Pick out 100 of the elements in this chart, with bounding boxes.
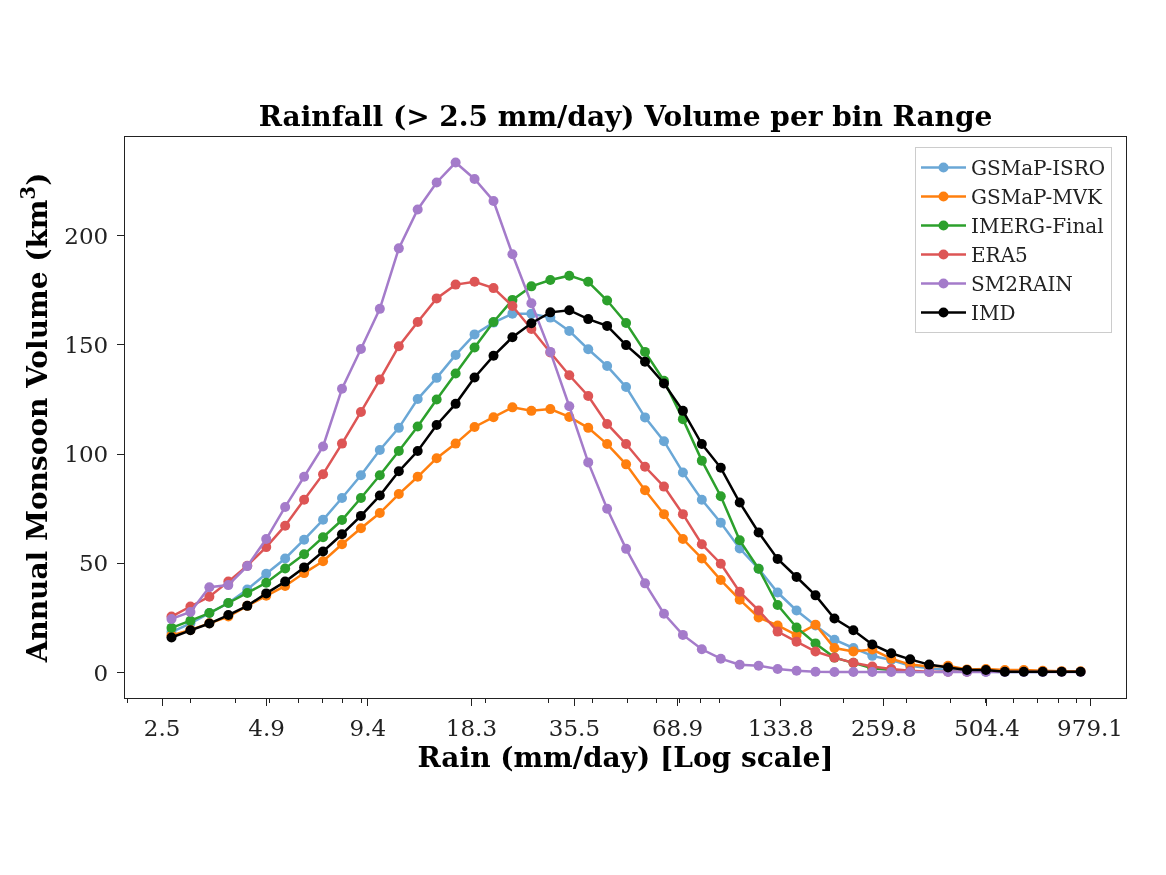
point bbox=[318, 469, 329, 480]
point bbox=[640, 485, 651, 496]
point bbox=[621, 382, 632, 393]
point bbox=[640, 346, 651, 357]
point bbox=[450, 279, 461, 290]
point bbox=[810, 666, 821, 677]
point bbox=[469, 422, 480, 432]
point bbox=[640, 356, 651, 367]
point bbox=[526, 318, 537, 329]
x-tick-label: 9.4 bbox=[349, 714, 387, 741]
point bbox=[393, 466, 404, 477]
point bbox=[412, 471, 423, 482]
point bbox=[526, 405, 537, 416]
legend-label: GSMaP-ISRO bbox=[971, 156, 1106, 181]
point bbox=[696, 553, 707, 564]
point bbox=[658, 509, 669, 520]
point bbox=[336, 438, 347, 449]
point bbox=[583, 422, 594, 433]
point bbox=[772, 553, 783, 564]
point bbox=[166, 622, 177, 633]
point bbox=[696, 494, 707, 505]
y-tick-label: 150 bbox=[64, 331, 109, 358]
point bbox=[355, 406, 366, 417]
point bbox=[829, 642, 840, 653]
point bbox=[715, 575, 726, 586]
point bbox=[848, 625, 859, 636]
point bbox=[374, 508, 385, 519]
point bbox=[450, 368, 461, 379]
point bbox=[185, 606, 196, 617]
point bbox=[640, 578, 651, 589]
point bbox=[621, 439, 632, 450]
point bbox=[412, 421, 423, 432]
point bbox=[602, 295, 613, 306]
point bbox=[602, 439, 613, 450]
point bbox=[469, 372, 480, 383]
point bbox=[393, 341, 404, 352]
x-tick-label: 35.5 bbox=[548, 714, 601, 741]
point bbox=[677, 467, 688, 478]
point bbox=[469, 276, 480, 287]
point bbox=[791, 636, 802, 647]
point bbox=[696, 455, 707, 466]
point bbox=[791, 665, 802, 676]
point bbox=[431, 394, 442, 405]
point bbox=[791, 605, 802, 616]
point bbox=[867, 639, 878, 650]
point bbox=[204, 582, 215, 593]
point bbox=[734, 535, 745, 546]
legend-label: GSMaP-MVK bbox=[971, 185, 1104, 210]
point bbox=[336, 515, 347, 526]
point bbox=[318, 556, 329, 567]
point bbox=[867, 667, 878, 678]
point bbox=[450, 398, 461, 409]
point bbox=[905, 654, 916, 665]
point bbox=[318, 441, 329, 452]
point bbox=[772, 599, 783, 610]
point bbox=[299, 534, 310, 545]
point bbox=[450, 157, 461, 168]
y-tick-label: 0 bbox=[93, 659, 109, 686]
point bbox=[374, 303, 385, 314]
point bbox=[280, 501, 291, 512]
point bbox=[791, 572, 802, 583]
y-tick-label: 50 bbox=[78, 550, 109, 577]
point bbox=[393, 243, 404, 254]
x-tick-label: 4.9 bbox=[248, 714, 285, 741]
point bbox=[261, 568, 272, 579]
point bbox=[583, 457, 594, 468]
point bbox=[677, 509, 688, 520]
point bbox=[393, 489, 404, 500]
x-tick-label: 2.5 bbox=[143, 714, 181, 741]
point bbox=[355, 470, 366, 481]
point bbox=[829, 613, 840, 624]
point bbox=[583, 276, 594, 287]
point bbox=[318, 514, 329, 525]
point bbox=[393, 446, 404, 457]
point bbox=[355, 344, 366, 355]
point bbox=[336, 539, 347, 550]
point bbox=[715, 462, 726, 473]
point bbox=[545, 404, 556, 415]
point bbox=[280, 553, 291, 564]
point bbox=[715, 653, 726, 664]
point bbox=[469, 173, 480, 184]
point bbox=[640, 461, 651, 472]
point bbox=[507, 402, 518, 413]
x-axis-title: Rain (mm/day) [Log scale] bbox=[417, 740, 834, 774]
x-tick-label: 18.3 bbox=[445, 714, 498, 741]
point bbox=[696, 644, 707, 655]
point bbox=[829, 667, 840, 678]
point bbox=[450, 349, 461, 360]
point bbox=[355, 492, 366, 503]
point bbox=[772, 663, 783, 674]
point bbox=[658, 436, 669, 447]
point bbox=[374, 470, 385, 481]
point bbox=[336, 383, 347, 394]
point bbox=[621, 459, 632, 470]
point bbox=[412, 316, 423, 327]
point bbox=[355, 523, 366, 534]
point bbox=[355, 510, 366, 521]
point bbox=[621, 340, 632, 351]
x-tick-label: 504.4 bbox=[954, 714, 1020, 741]
point bbox=[469, 329, 480, 340]
